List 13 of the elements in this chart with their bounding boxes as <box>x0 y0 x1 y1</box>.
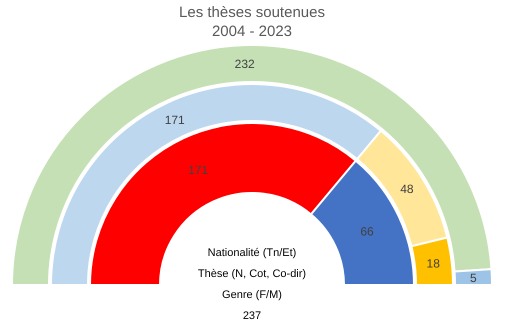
text: Genre (F/M) <box>222 289 282 301</box>
data-label: 171 <box>164 112 186 127</box>
chart-title: Les thèses soutenues <box>179 4 325 21</box>
data-label: 232 <box>234 56 255 71</box>
data-label: 5 <box>470 270 478 285</box>
text: Thèse (N, Cot, Co-dir) <box>198 268 306 280</box>
chart-subtitle: 2004 - 2023 <box>212 23 292 40</box>
text: Nationalité (Tn/Et) <box>208 247 296 259</box>
data-label: 66 <box>360 224 374 238</box>
text: 237 <box>242 310 262 322</box>
data-label: 18 <box>426 256 440 270</box>
data-label: 171 <box>188 163 209 178</box>
data-label: 48 <box>400 182 414 196</box>
